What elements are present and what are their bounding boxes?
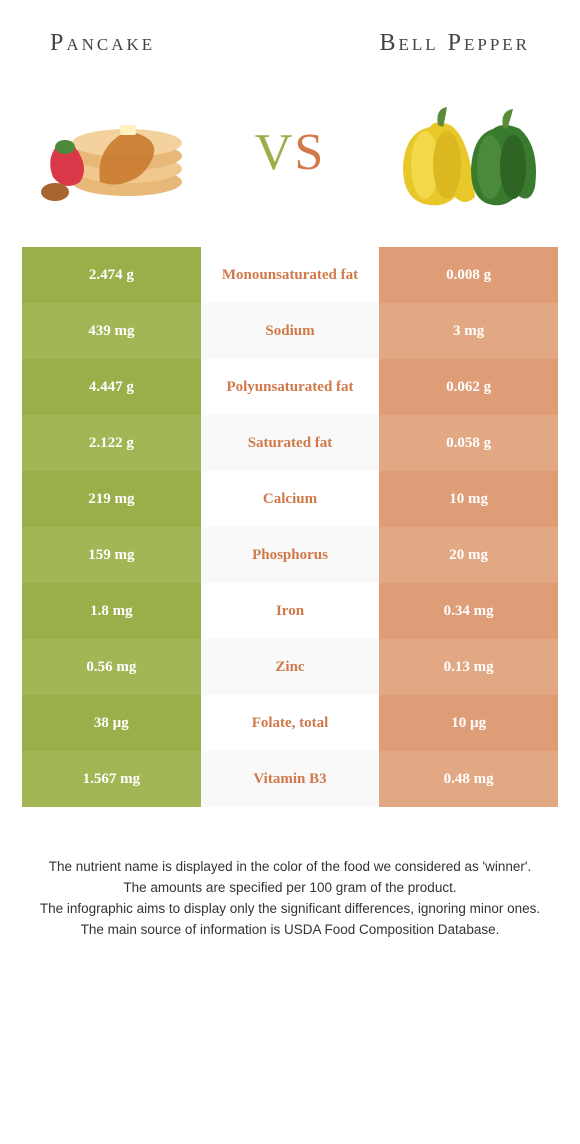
vs-label: VS [255,123,325,182]
right-value: 0.48 mg [379,751,558,807]
table-row: 439 mgSodium3 mg [22,303,558,359]
left-value: 1.8 mg [22,583,201,639]
bellpepper-image [375,87,545,217]
right-value: 10 µg [379,695,558,751]
table-row: 2.122 gSaturated fat0.058 g [22,415,558,471]
left-value: 439 mg [22,303,201,359]
nutrient-name: Saturated fat [201,415,380,471]
table-row: 4.447 gPolyunsaturated fat0.062 g [22,359,558,415]
right-food-title: Bell Pepper [379,30,530,57]
table-row: 219 mgCalcium10 mg [22,471,558,527]
pancake-image [35,87,205,217]
header: Pancake Bell Pepper [0,0,580,77]
table-row: 1.8 mgIron0.34 mg [22,583,558,639]
footer-line: The nutrient name is displayed in the co… [30,857,550,878]
right-value: 3 mg [379,303,558,359]
table-row: 38 µgFolate, total10 µg [22,695,558,751]
nutrient-name: Monounsaturated fat [201,247,380,303]
left-value: 4.447 g [22,359,201,415]
right-value: 0.13 mg [379,639,558,695]
table-row: 1.567 mgVitamin B30.48 mg [22,751,558,807]
right-value: 10 mg [379,471,558,527]
right-value: 0.34 mg [379,583,558,639]
nutrient-name: Calcium [201,471,380,527]
right-value: 0.062 g [379,359,558,415]
comparison-table: 2.474 gMonounsaturated fat0.008 g439 mgS… [22,247,558,807]
left-food-title: Pancake [50,30,155,57]
table-row: 0.56 mgZinc0.13 mg [22,639,558,695]
right-value: 20 mg [379,527,558,583]
left-value: 0.56 mg [22,639,201,695]
left-value: 38 µg [22,695,201,751]
left-value: 2.474 g [22,247,201,303]
left-value: 159 mg [22,527,201,583]
nutrient-name: Polyunsaturated fat [201,359,380,415]
vs-v: V [255,124,295,181]
footer-line: The infographic aims to display only the… [30,899,550,920]
table-row: 159 mgPhosphorus20 mg [22,527,558,583]
left-value: 2.122 g [22,415,201,471]
footer-line: The amounts are specified per 100 gram o… [30,878,550,899]
nutrient-name: Zinc [201,639,380,695]
nutrient-name: Phosphorus [201,527,380,583]
images-row: VS [0,77,580,247]
right-value: 0.008 g [379,247,558,303]
footer-line: The main source of information is USDA F… [30,920,550,941]
nutrient-name: Iron [201,583,380,639]
nutrient-name: Folate, total [201,695,380,751]
vs-s: S [294,124,325,181]
footer-notes: The nutrient name is displayed in the co… [0,807,580,941]
nutrient-name: Vitamin B3 [201,751,380,807]
nutrient-name: Sodium [201,303,380,359]
left-value: 219 mg [22,471,201,527]
table-row: 2.474 gMonounsaturated fat0.008 g [22,247,558,303]
right-value: 0.058 g [379,415,558,471]
left-value: 1.567 mg [22,751,201,807]
